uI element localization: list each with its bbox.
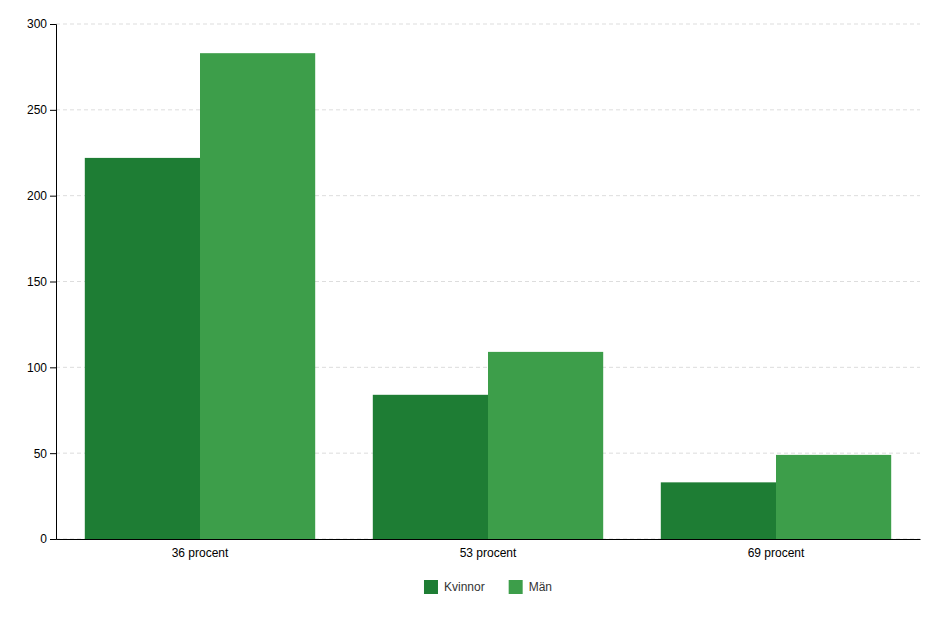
x-tick-label: 53 procent — [460, 546, 517, 560]
y-tick: 200 — [27, 189, 56, 203]
y-tick-label: 100 — [27, 361, 47, 375]
y-axis-line — [50, 25, 57, 540]
y-tick-label: 150 — [27, 275, 47, 289]
y-tick: 150 — [27, 275, 56, 289]
y-tick-mark — [50, 539, 56, 540]
y-tick-mark — [50, 24, 56, 25]
x-tick-label: 36 procent — [172, 546, 229, 560]
x-tick: 69 procent — [748, 546, 805, 560]
x-tick-label: 69 procent — [748, 546, 805, 560]
y-tick: 300 — [27, 17, 56, 31]
chart: 0 50 100 150 200 250 300 36 procent 53 procent 69… — [0, 0, 944, 619]
grid-line — [56, 24, 920, 25]
x-axis: 36 procent 53 procent 69 procent — [57, 540, 921, 560]
y-tick-label: 50 — [34, 447, 48, 461]
x-tick: 36 procent — [172, 546, 229, 560]
legend-item: Män — [509, 580, 552, 594]
legend: Kvinnor Män — [424, 580, 552, 594]
bar — [661, 482, 776, 539]
y-tick-mark — [50, 110, 56, 111]
y-tick-label: 200 — [27, 189, 47, 203]
y-tick: 50 — [34, 447, 56, 461]
y-tick-mark — [50, 453, 56, 454]
bars — [85, 53, 891, 539]
y-tick: 0 — [40, 532, 56, 546]
legend-swatch — [509, 580, 523, 594]
y-tick-label: 0 — [40, 532, 47, 546]
bar — [373, 395, 488, 539]
legend-item: Kvinnor — [424, 580, 485, 594]
y-tick-mark — [50, 282, 56, 283]
y-tick-label: 250 — [27, 103, 47, 117]
x-axis-line — [57, 539, 921, 540]
grid-line — [56, 109, 920, 110]
legend-swatch — [424, 580, 438, 594]
y-tick-label: 300 — [27, 17, 47, 31]
plot: 0 50 100 150 200 250 300 36 procent 53 procent 69… — [27, 17, 921, 559]
y-tick: 250 — [27, 103, 56, 117]
bar — [488, 352, 603, 539]
grid — [56, 24, 920, 539]
y-axis: 0 50 100 150 200 250 300 — [27, 17, 57, 546]
legend-label: Kvinnor — [444, 580, 485, 594]
y-tick: 100 — [27, 361, 56, 375]
bar — [85, 158, 200, 539]
legend-label: Män — [529, 580, 552, 594]
bar — [776, 455, 891, 539]
y-tick-mark — [50, 367, 56, 368]
y-tick-mark — [50, 196, 56, 197]
x-tick: 53 procent — [460, 546, 517, 560]
chart-container: 0 50 100 150 200 250 300 36 procent 53 procent 69… — [0, 0, 944, 619]
bar — [200, 53, 315, 539]
